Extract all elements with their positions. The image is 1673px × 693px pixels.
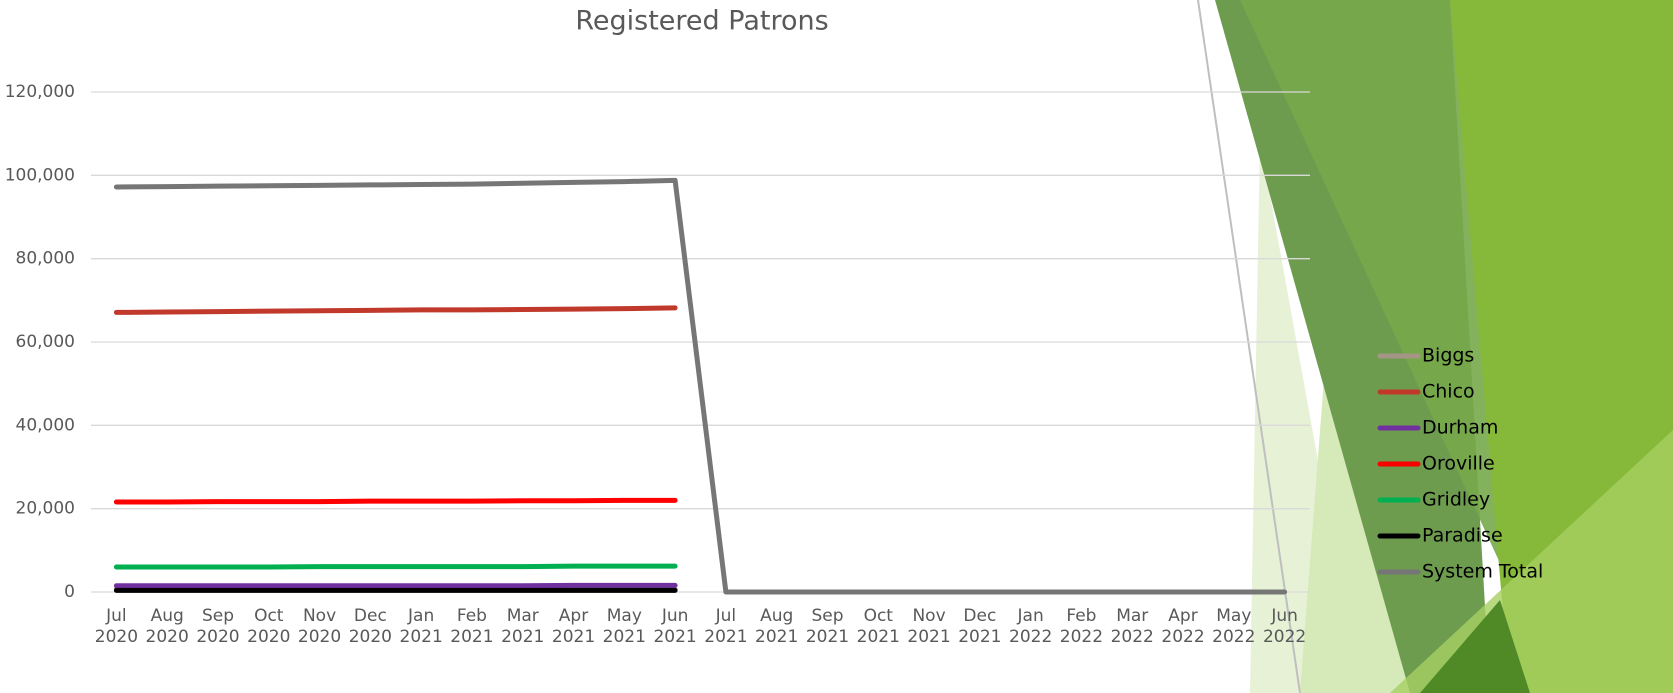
legend-label: System Total — [1422, 561, 1543, 583]
y-tick-label: 100,000 — [5, 165, 75, 185]
y-tick-label: 20,000 — [16, 499, 75, 519]
series-line — [116, 308, 675, 313]
legend-label: Oroville — [1422, 453, 1495, 475]
legend-label: Paradise — [1422, 525, 1503, 547]
legend-label: Gridley — [1422, 489, 1490, 511]
legend-label: Chico — [1422, 381, 1475, 403]
legend-label: Biggs — [1422, 345, 1474, 367]
y-tick-label: 80,000 — [16, 249, 75, 269]
y-tick-label: 120,000 — [5, 82, 75, 102]
y-tick-label: 60,000 — [16, 332, 75, 352]
y-tick-label: 0 — [64, 582, 75, 602]
legend-label: Durham — [1422, 417, 1498, 439]
chart: Registered Patrons 0 20,000 40,000 60,000 80… — [0, 0, 1673, 693]
y-tick-label: 40,000 — [16, 415, 75, 435]
chart-title: Registered Patrons — [575, 6, 828, 37]
series-line — [116, 566, 675, 567]
series-line — [116, 500, 675, 502]
grid — [91, 92, 1310, 592]
series-line — [116, 180, 1284, 592]
